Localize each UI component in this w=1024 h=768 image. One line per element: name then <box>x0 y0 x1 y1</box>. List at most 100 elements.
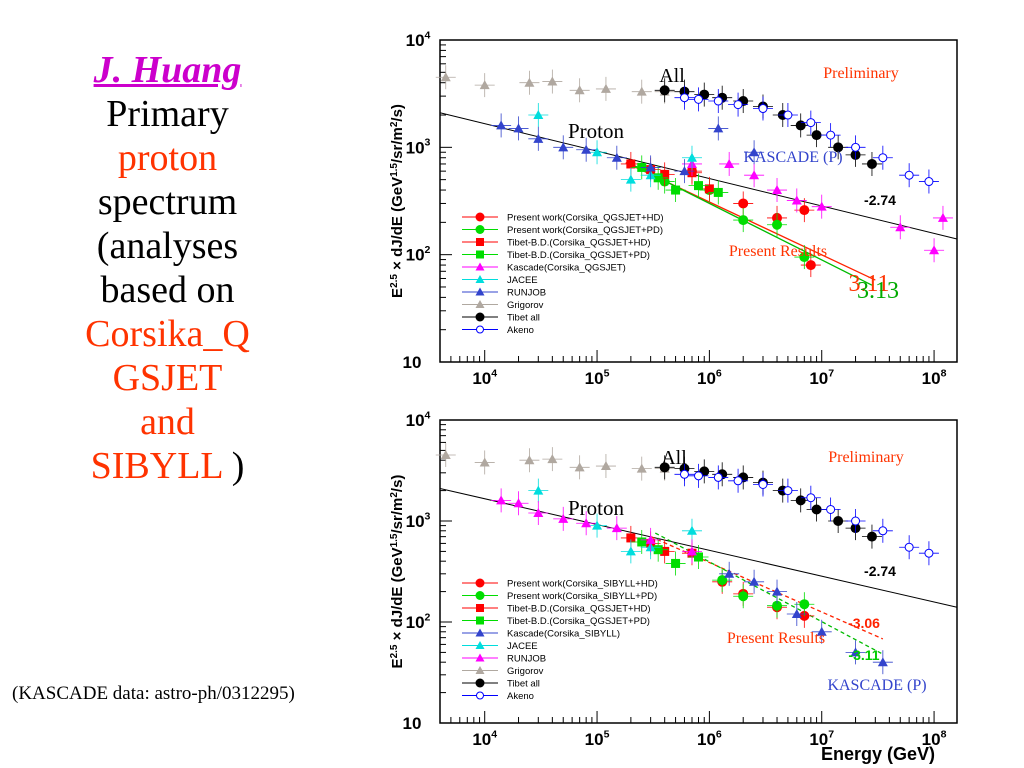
legend-entry: Present work(Corsika_SIBYLL+PD) <box>507 591 657 602</box>
data-point <box>440 72 451 82</box>
legend-entry: Kascade(Corsika_QGSJET) <box>507 263 626 274</box>
x-tick-label: 105 <box>585 728 610 749</box>
data-point <box>645 162 656 172</box>
data-point <box>686 525 697 535</box>
label-slope-pd: 3.13 <box>857 278 899 304</box>
label-all: All <box>659 65 685 87</box>
data-point <box>772 219 783 230</box>
data-point <box>704 184 714 194</box>
data-point <box>611 523 622 533</box>
data-point <box>895 222 906 232</box>
data-point <box>924 548 934 558</box>
data-point <box>533 508 544 518</box>
data-point <box>524 77 535 87</box>
data-point <box>694 94 703 104</box>
data-point <box>636 86 647 96</box>
legend-entry: JACEE <box>507 641 538 652</box>
data-point <box>600 461 611 471</box>
y-tick-label: 103 <box>406 510 431 531</box>
label-present-results: Present Results <box>729 243 827 260</box>
x-tick-label: 107 <box>809 367 834 388</box>
label-preliminary: Preliminary <box>823 65 899 82</box>
data-point <box>636 463 647 473</box>
data-point <box>758 479 768 489</box>
title-line: Corsika_Q <box>85 313 250 355</box>
legend-marker <box>476 238 484 246</box>
x-tick-label: 105 <box>585 367 610 388</box>
data-point <box>799 599 810 610</box>
label-proton: Proton <box>568 119 625 143</box>
title-line: spectrum <box>97 181 238 223</box>
data-point <box>496 120 507 130</box>
data-point <box>866 158 877 169</box>
legend-marker <box>476 250 484 259</box>
data-point <box>694 181 703 191</box>
title-line: and <box>140 401 195 443</box>
label-slope-hd: -3.06 <box>848 615 880 631</box>
data-point <box>799 252 810 263</box>
data-point <box>533 485 544 495</box>
legend-marker <box>475 287 485 296</box>
data-point <box>694 552 703 562</box>
legend-marker <box>475 275 485 283</box>
data-point <box>833 516 844 526</box>
label-preliminary: Preliminary <box>828 449 904 466</box>
data-point <box>637 537 647 547</box>
data-point <box>772 586 783 596</box>
legend-marker <box>475 653 485 662</box>
data-point <box>795 120 806 131</box>
data-point <box>733 100 743 110</box>
label-proton: Proton <box>568 496 625 520</box>
label-kascade: KASCADE (P) <box>827 677 926 694</box>
legend-marker <box>475 628 485 637</box>
data-point <box>749 576 760 586</box>
data-point <box>611 152 622 162</box>
data-point <box>547 76 558 86</box>
data-point <box>625 546 636 556</box>
data-point <box>738 215 749 226</box>
data-point <box>479 457 490 467</box>
data-point <box>547 454 558 464</box>
data-point <box>851 516 861 526</box>
data-point <box>772 600 783 611</box>
data-point <box>816 626 827 636</box>
legend-marker <box>475 641 485 649</box>
data-point <box>592 520 603 530</box>
y-tick-label: 10 <box>403 714 422 733</box>
legend-entry: Tibet-B.D.(Corsika_QGSJET+HD) <box>507 238 651 249</box>
data-point <box>924 177 934 187</box>
label-present-results: Present Results <box>727 630 825 647</box>
data-point <box>749 170 760 180</box>
data-point <box>581 144 592 154</box>
legend-entry: JACEE <box>507 275 538 286</box>
data-point <box>713 187 723 197</box>
data-point <box>904 542 914 552</box>
data-point <box>679 93 689 103</box>
legend-entry: Present work(Corsika_QGSJET+PD) <box>507 225 663 236</box>
legend-marker <box>475 300 485 308</box>
data-point <box>795 495 806 506</box>
x-tick-label: 104 <box>472 367 497 388</box>
data-point <box>805 260 816 271</box>
legend-entry: Akeno <box>507 691 534 702</box>
title-line: GSJET <box>112 357 223 399</box>
data-point <box>904 170 914 180</box>
data-point <box>713 472 723 482</box>
y-axis-label: E2.5 × dJ/dE (GeV1.5/sr/m2/s) <box>389 104 407 298</box>
legend-entry: Tibet all <box>507 679 540 690</box>
title-line: Primary <box>106 93 229 135</box>
chart-panel-1: 104 105 106 107 108 10 102 103 104 E2.5 × dJ/dE (… <box>389 29 958 388</box>
data-point <box>574 462 585 472</box>
title-last-line: SIBYLL ) <box>90 445 245 487</box>
legend-entry: Akeno <box>507 325 534 336</box>
data-point <box>783 110 793 120</box>
data-point <box>625 174 636 184</box>
data-point <box>686 546 697 556</box>
x-tick-label: 104 <box>472 728 497 749</box>
data-point <box>671 558 681 568</box>
data-point <box>878 526 888 536</box>
data-point <box>513 498 524 508</box>
author-link[interactable]: J. Huang <box>93 49 242 91</box>
legend-entry: Present work(Corsika_QGSJET+HD) <box>507 213 664 224</box>
data-point <box>653 545 663 555</box>
